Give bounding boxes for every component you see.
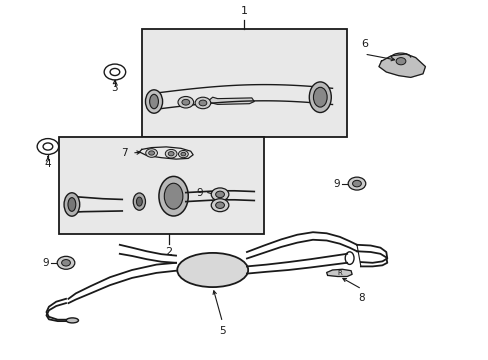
Text: 6: 6	[360, 39, 367, 49]
Ellipse shape	[149, 94, 158, 109]
Circle shape	[148, 151, 154, 155]
Text: 7: 7	[121, 148, 128, 158]
Ellipse shape	[313, 87, 326, 107]
Text: 3: 3	[111, 83, 118, 93]
FancyBboxPatch shape	[142, 29, 346, 137]
Polygon shape	[378, 54, 425, 77]
Text: 1: 1	[241, 6, 247, 16]
Polygon shape	[209, 97, 254, 104]
Ellipse shape	[145, 90, 162, 113]
Text: 9: 9	[42, 258, 49, 268]
Polygon shape	[326, 269, 351, 276]
Circle shape	[181, 152, 185, 156]
Ellipse shape	[177, 253, 247, 287]
Circle shape	[168, 152, 174, 156]
FancyBboxPatch shape	[59, 137, 264, 234]
Ellipse shape	[66, 318, 78, 323]
Circle shape	[211, 188, 228, 201]
Circle shape	[165, 149, 177, 158]
Circle shape	[211, 199, 228, 212]
Circle shape	[57, 256, 75, 269]
Circle shape	[61, 260, 70, 266]
Circle shape	[182, 99, 189, 105]
Circle shape	[215, 191, 224, 198]
Text: 4: 4	[44, 159, 51, 169]
Text: 9: 9	[332, 179, 339, 189]
Circle shape	[145, 149, 157, 157]
Ellipse shape	[64, 193, 80, 216]
Ellipse shape	[133, 193, 145, 210]
Circle shape	[215, 202, 224, 208]
Text: 9: 9	[196, 188, 203, 198]
Ellipse shape	[308, 82, 331, 112]
Circle shape	[199, 100, 206, 106]
Circle shape	[347, 177, 365, 190]
Ellipse shape	[159, 176, 188, 216]
Circle shape	[178, 96, 193, 108]
Ellipse shape	[68, 198, 76, 211]
Text: R: R	[336, 270, 341, 276]
Ellipse shape	[164, 183, 183, 209]
Circle shape	[395, 58, 405, 65]
Circle shape	[195, 97, 210, 109]
Circle shape	[178, 150, 188, 158]
Ellipse shape	[136, 197, 142, 206]
Text: 5: 5	[219, 326, 225, 336]
Text: 2: 2	[165, 247, 172, 257]
Circle shape	[352, 180, 361, 187]
Text: 8: 8	[358, 293, 365, 303]
